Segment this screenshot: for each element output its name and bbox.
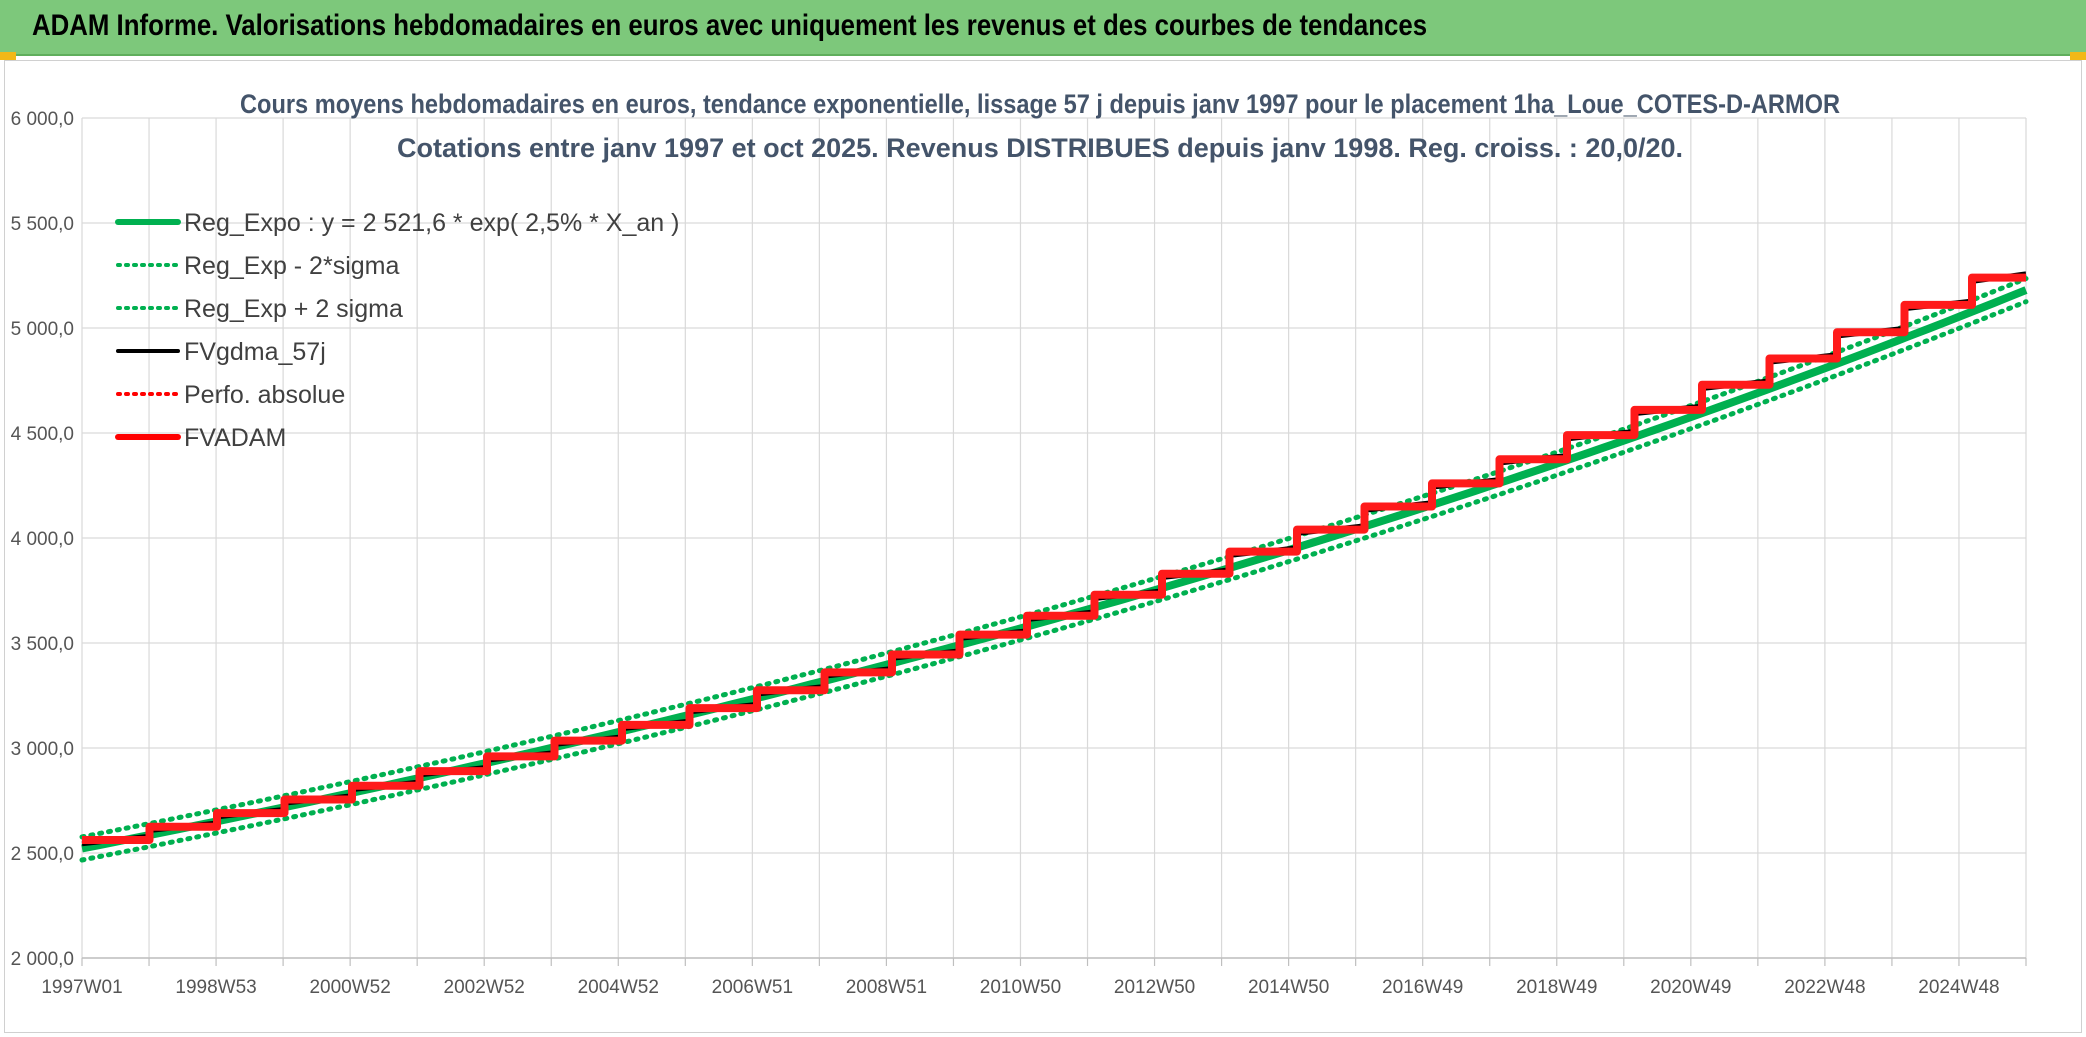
header-banner: ADAM Informe. Valorisations hebdomadaire… (0, 0, 2086, 56)
x-tick-label: 2014W50 (1248, 977, 1329, 998)
x-tick-label: 2018W49 (1516, 977, 1597, 998)
y-tick-label: 3 500,0 (11, 634, 74, 655)
chart-title: Cours moyens hebdomadaires en euros, ten… (240, 89, 1840, 119)
x-tick-label: 2020W49 (1650, 977, 1731, 998)
chart-grid (81, 117, 2027, 966)
y-tick-label: 3 000,0 (11, 739, 74, 760)
x-tick-label: 2022W48 (1784, 977, 1865, 998)
corner-accent-right (2070, 52, 2086, 60)
chart-legend: Reg_Expo : y = 2 521,6 * exp( 2,5% * X_a… (115, 209, 679, 452)
x-tick-label: 2006W51 (712, 977, 793, 998)
x-tick-label: 2008W51 (846, 977, 927, 998)
series-reg-exp-minus-2sigma (79, 299, 2029, 863)
x-tick-label: 2012W50 (1114, 977, 1195, 998)
y-tick-label: 6 000,0 (11, 109, 74, 130)
y-axis-ticks: 2 000,0 2 500,0 3 000,0 3 500,0 4 000,0 4 500… (11, 109, 74, 970)
series-fvgdma-57j (81, 271, 2027, 847)
x-tick-label: 1997W01 (41, 977, 122, 998)
y-tick-label: 2 500,0 (11, 844, 74, 865)
x-tick-label: 2024W48 (1918, 977, 1999, 998)
y-tick-label: 2 000,0 (11, 949, 74, 970)
chart-frame (4, 60, 2082, 1033)
y-tick-label: 4 500,0 (11, 424, 74, 445)
series-reg-expo (81, 286, 2028, 853)
series-perfo-absolue (82, 276, 2026, 842)
x-tick-label: 2004W52 (578, 977, 659, 998)
y-tick-label: 5 000,0 (11, 319, 74, 340)
series-reg-exp-plus-2sigma (79, 276, 2029, 840)
x-tick-label: 2002W52 (444, 977, 525, 998)
y-tick-label: 5 500,0 (11, 214, 74, 235)
legend-entry: Reg_Expo : y = 2 521,6 * exp( 2,5% * X_a… (184, 209, 679, 237)
legend-entry: Reg_Exp + 2 sigma (184, 295, 403, 323)
legend-entry: FVADAM (184, 424, 286, 452)
legend-entry: Perfo. absolue (184, 381, 345, 409)
series-fvadam (82, 273, 2026, 844)
x-tick-label: 2016W49 (1382, 977, 1463, 998)
chart-subtitle: Cotations entre janv 1997 et oct 2025. R… (397, 133, 1683, 163)
x-tick-label: 2000W52 (309, 977, 390, 998)
page-title: ADAM Informe. Valorisations hebdomadaire… (32, 9, 1428, 42)
chart-series (79, 271, 2029, 863)
legend-entry: FVgdma_57j (184, 338, 326, 366)
x-tick-label: 1998W53 (175, 977, 256, 998)
corner-accent-left (0, 52, 16, 60)
legend-entry: Reg_Exp - 2*sigma (184, 252, 399, 280)
y-tick-label: 4 000,0 (11, 529, 74, 550)
x-tick-label: 2010W50 (980, 977, 1061, 998)
x-axis-ticks: 1997W01 1998W53 2000W52 2002W52 2004W52 2006W… (41, 977, 1999, 998)
